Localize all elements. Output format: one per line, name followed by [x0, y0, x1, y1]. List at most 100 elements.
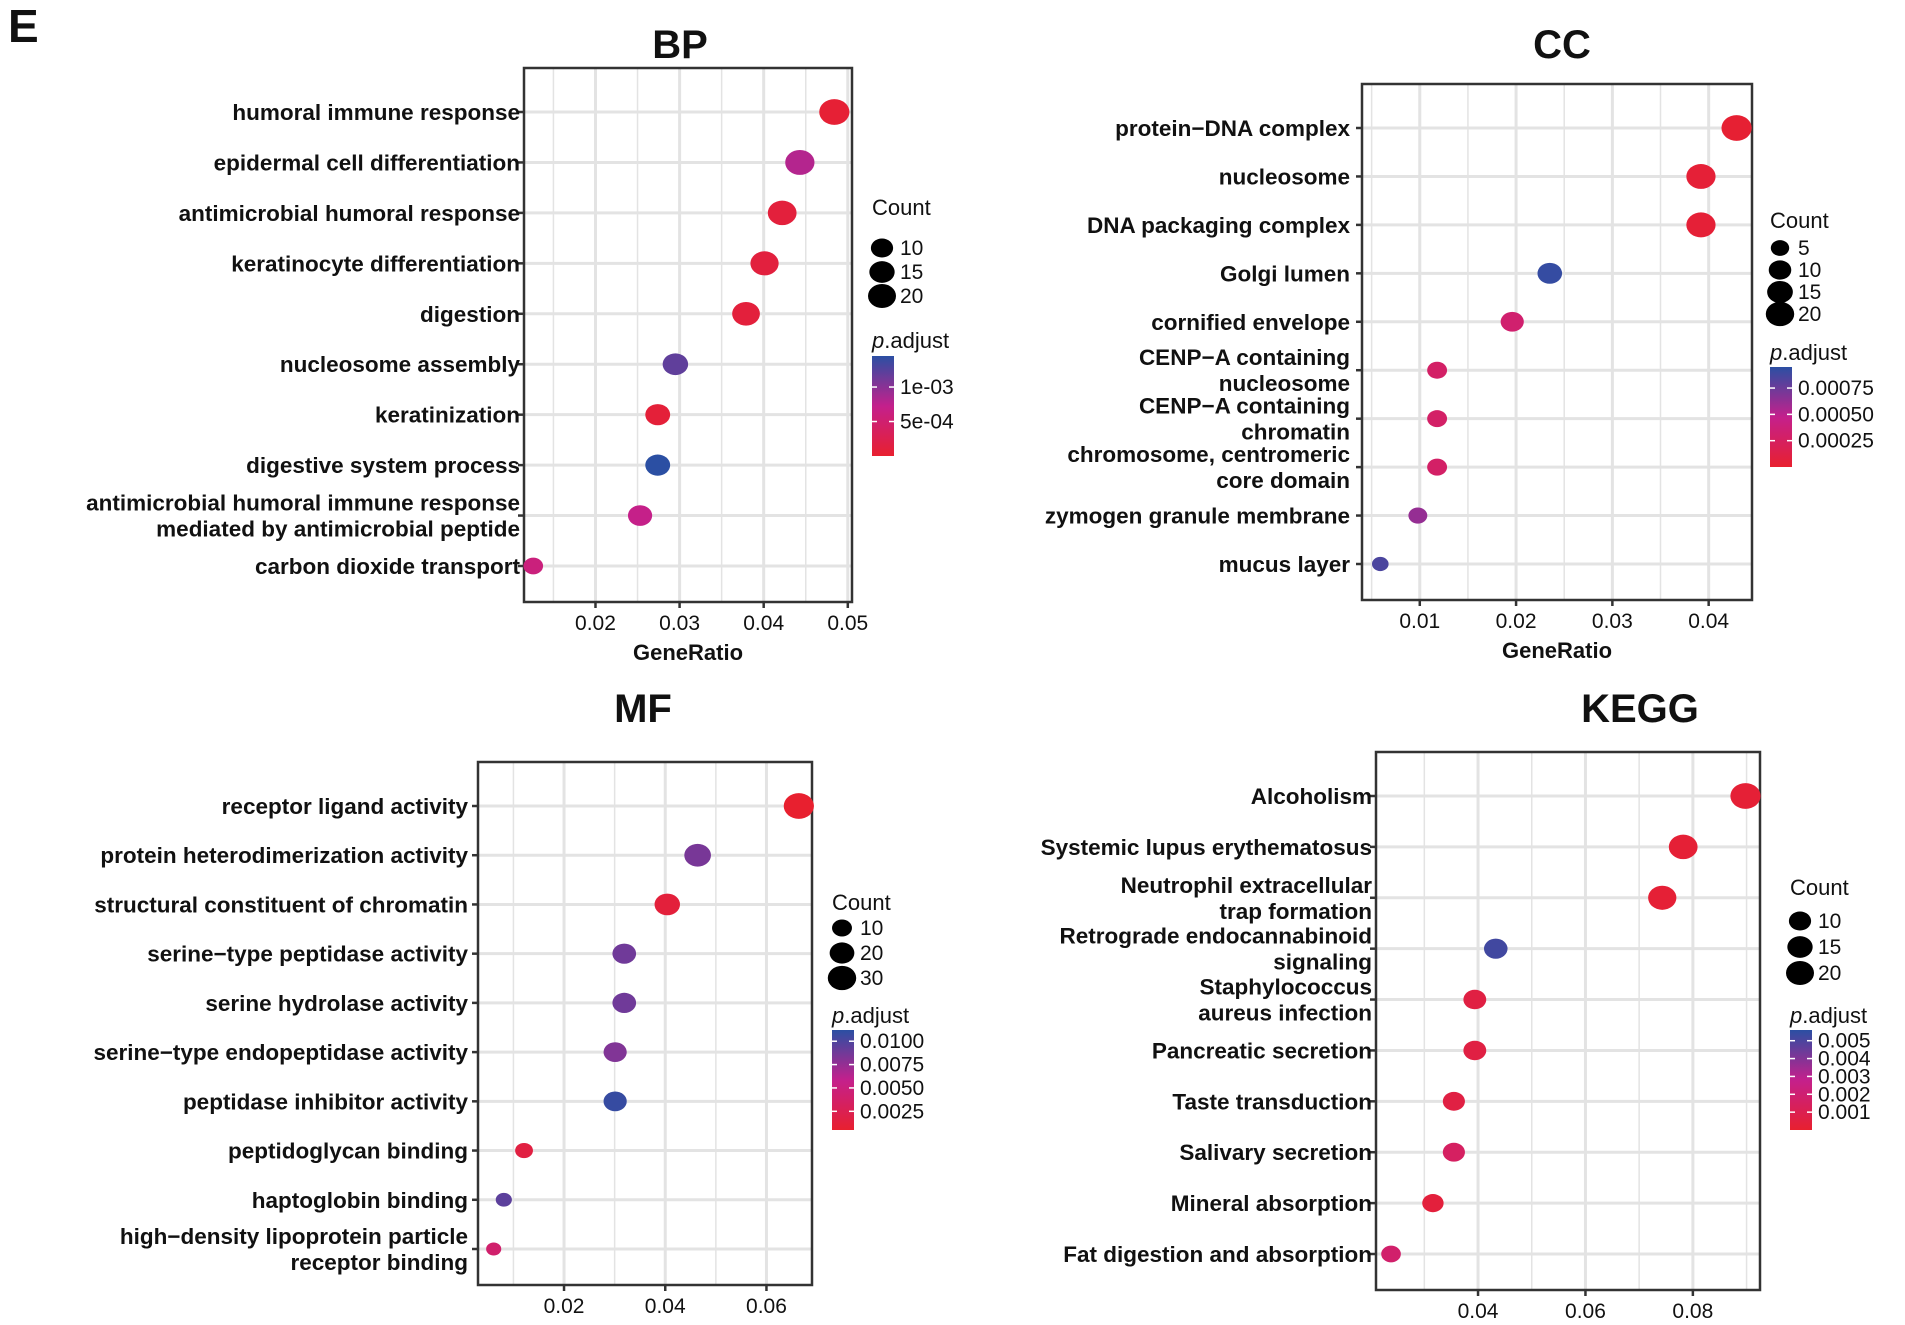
kegg-xtick-label: 0.08 [1672, 1300, 1713, 1323]
kegg-category-line: Fat digestion and absorption [1063, 1242, 1372, 1267]
kegg-category-label: Neutrophil extracellular trap formation [1121, 873, 1373, 924]
cc-colorbar-label: 0.00025 [1798, 430, 1874, 453]
mf-count-legend-dot [829, 942, 855, 964]
cc-category-line: nucleosome [1219, 164, 1350, 189]
bp-point [785, 149, 815, 175]
kegg-count-legend-title: Count [1790, 875, 1849, 900]
mf-category-label: serine−type endopeptidase activity [93, 1040, 468, 1065]
bp-title: BP [652, 23, 708, 67]
kegg-count-legend-dot [1786, 961, 1814, 985]
cc-point [1427, 410, 1448, 428]
kegg-padjust-title-rest: .adjust [1802, 1003, 1867, 1028]
mf-category-label: high−density lipoprotein particle recepto… [120, 1224, 468, 1275]
mf-point [515, 1142, 533, 1159]
cc-point [1721, 115, 1752, 141]
cc-padjust-legend-title: p.adjust [1769, 340, 1847, 365]
kegg-category-line: Staphylococcus [1199, 975, 1372, 1000]
mf-title: MF [614, 687, 672, 731]
kegg-count-legend-dot [1787, 936, 1813, 958]
kegg-count-legend-label: 10 [1818, 910, 1841, 933]
cc-xtick-label: 0.04 [1688, 610, 1729, 633]
mf-xtick-label: 0.06 [746, 1295, 787, 1318]
kegg-point [1463, 1040, 1487, 1061]
mf-xtick-label: 0.04 [645, 1295, 686, 1318]
cc-count-legend-dot [1765, 301, 1795, 327]
kegg-category-line: Salivary secretion [1179, 1140, 1372, 1165]
mf-padjust-title-rest: .adjust [844, 1003, 909, 1028]
bp-point [523, 557, 544, 575]
kegg-point [1381, 1245, 1401, 1263]
bp-count-legend-label: 10 [900, 237, 923, 260]
cc-category-line: mucus layer [1219, 552, 1351, 577]
kegg-xtick-label: 0.04 [1458, 1300, 1499, 1323]
cc-count-legend-label: 10 [1798, 259, 1821, 282]
mf-count-legend-label: 20 [860, 942, 883, 965]
kegg-title: KEGG [1581, 687, 1699, 731]
kegg-padjust-title-italic: p [1789, 1003, 1802, 1028]
cc-count-legend-dot [1770, 240, 1790, 256]
bp-category-line: nucleosome assembly [280, 352, 521, 377]
bp-point [662, 353, 689, 376]
kegg-dot-plot: KEGG Alcoholism Systemic lupus erythematos… [1041, 687, 1871, 1323]
kegg-category-line: Neutrophil extracellular [1121, 873, 1373, 898]
mf-colorbar-label: 0.0025 [860, 1100, 924, 1123]
kegg-category-line: trap formation [1219, 899, 1372, 924]
bp-xtick-label: 0.05 [827, 612, 868, 635]
mf-colorbar [832, 1030, 854, 1130]
bp-category-line: epidermal cell differentiation [214, 150, 520, 175]
mf-count-legend-title: Count [832, 890, 891, 915]
mf-category-label: haptoglobin binding [252, 1188, 468, 1213]
bp-dot-plot: BP humoral immune response epidermal cell … [86, 23, 954, 665]
cc-category-line: chromatin [1241, 420, 1350, 445]
bp-category-line: carbon dioxide transport [255, 554, 521, 579]
cc-category-line: CENP−A containing [1139, 345, 1350, 370]
mf-grid [478, 762, 812, 1285]
cc-count-legend-dot [1767, 280, 1793, 304]
kegg-category-line: signaling [1273, 950, 1372, 975]
bp-category-label: keratinocyte differentiation [231, 251, 520, 276]
mf-plot-area [478, 762, 812, 1285]
kegg-category-line: aureus infection [1198, 1001, 1372, 1026]
cc-category-line: cornified envelope [1151, 310, 1350, 335]
bp-category-label: carbon dioxide transport [255, 554, 521, 579]
kegg-xtick-label: 0.06 [1565, 1300, 1606, 1323]
mf-point [603, 1042, 627, 1062]
bp-point [627, 505, 653, 526]
kegg-category-label: Pancreatic secretion [1152, 1038, 1372, 1063]
mf-count-legend-dot [827, 965, 857, 991]
kegg-category-line: Mineral absorption [1171, 1191, 1372, 1216]
kegg-colorbar-label: 0.004 [1818, 1048, 1871, 1071]
kegg-category-label: Fat digestion and absorption [1063, 1242, 1372, 1267]
mf-category-label: peptidoglycan binding [228, 1139, 468, 1164]
kegg-point [1730, 783, 1761, 809]
cc-category-line: zymogen granule membrane [1045, 504, 1350, 529]
cc-xtick-label: 0.03 [1592, 610, 1633, 633]
bp-xlabel: GeneRatio [633, 640, 743, 665]
kegg-point [1463, 989, 1487, 1010]
cc-dot-plot: CC protein−DNA complex nucleosome DNA packa… [1045, 23, 1874, 663]
mf-category-line: serine−type endopeptidase activity [93, 1040, 468, 1065]
bp-count-legend-title: Count [872, 195, 931, 220]
figure-label: E [8, 0, 39, 52]
bp-colorbar-label: 5e-04 [900, 411, 954, 434]
kegg-colorbar-label: 0.003 [1818, 1065, 1871, 1088]
kegg-category-label: Staphylococcus aureus infection [1198, 975, 1372, 1026]
cc-colorbar-label: 0.00075 [1798, 377, 1874, 400]
mf-category-label: structural constituent of chromatin [94, 892, 468, 917]
cc-category-label: CENP−A containing nucleosome [1139, 345, 1350, 396]
kegg-category-line: Systemic lupus erythematosus [1041, 835, 1372, 860]
cc-point [1500, 311, 1524, 332]
mf-colorbar-label: 0.0100 [860, 1030, 924, 1053]
cc-category-label: nucleosome [1219, 164, 1350, 189]
kegg-frame [1374, 750, 1762, 1292]
cc-category-line: nucleosome [1219, 371, 1350, 396]
bp-category-label: digestive system process [246, 453, 520, 478]
mf-xlabel: GeneRatio [590, 1323, 700, 1325]
bp-category-line: mediated by antimicrobial peptide [156, 517, 520, 542]
bp-category-label: antimicrobial humoral immune response med… [86, 491, 520, 542]
mf-point [495, 1192, 512, 1207]
kegg-grid [1376, 752, 1760, 1290]
cc-point [1408, 507, 1428, 524]
cc-category-line: protein−DNA complex [1115, 116, 1350, 141]
